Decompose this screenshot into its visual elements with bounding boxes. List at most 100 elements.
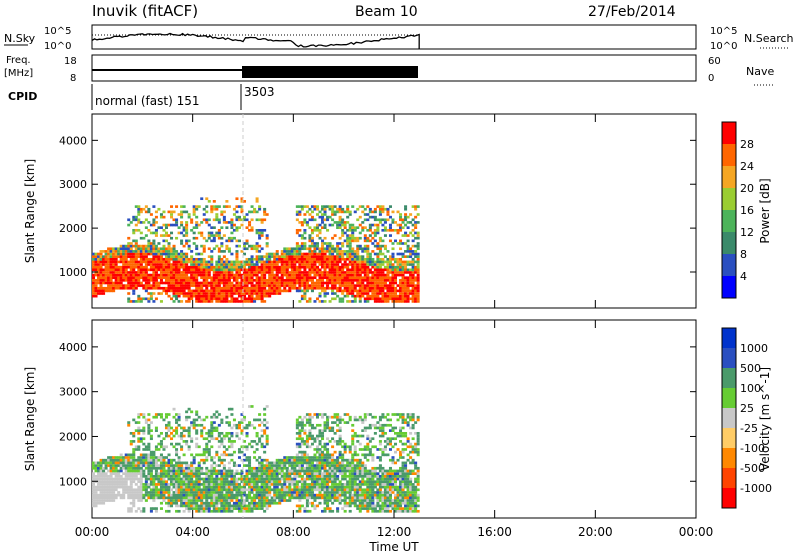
heatmap-cell (147, 442, 151, 446)
heatmap-cell (167, 509, 171, 513)
heatmap-cell (99, 255, 103, 258)
heatmap-cell (132, 292, 136, 295)
heatmap-cell (97, 276, 101, 280)
heatmap-cell (147, 252, 151, 256)
heatmap-cell (177, 509, 181, 513)
heatmap-cell (258, 289, 262, 293)
heatmap-cell (268, 499, 272, 502)
heatmap-cell (144, 499, 148, 502)
heatmap-cell (177, 477, 181, 481)
heatmap-cell (260, 474, 264, 478)
heatmap-cell (190, 461, 194, 465)
heatmap-cell (308, 273, 312, 277)
heatmap-cell (343, 226, 347, 229)
heatmap-cell (396, 231, 400, 235)
heatmap-cell (253, 474, 257, 478)
heatmap-cell (129, 453, 133, 457)
heatmap-cell (205, 289, 209, 293)
heatmap-cell (220, 493, 224, 497)
heatmap-cell (230, 297, 234, 301)
heatmap-cell (245, 263, 249, 266)
heatmap-cell (215, 507, 219, 510)
heatmap-cell (99, 292, 103, 295)
heatmap-cell (406, 268, 410, 272)
heatmap-cell (142, 268, 146, 272)
heatmap-cell (243, 491, 247, 494)
heatmap-cell (142, 509, 146, 513)
heatmap-cell (240, 504, 244, 508)
heatmap-cell (275, 289, 279, 293)
heatmap-cell (92, 268, 96, 272)
heatmap-cell (222, 488, 226, 492)
heatmap-cell (212, 279, 216, 282)
heatmap-cell (283, 466, 287, 470)
heatmap-cell (215, 281, 219, 285)
heatmap-cell (361, 286, 365, 290)
heatmap-cell (268, 483, 272, 486)
heatmap-cell (202, 483, 206, 486)
heatmap-cell (144, 456, 148, 459)
heatmap-cell (351, 226, 355, 229)
heatmap-cell (207, 483, 211, 486)
heatmap-cell (180, 493, 184, 497)
heatmap-cell (225, 491, 229, 494)
heatmap-cell (270, 474, 274, 478)
heatmap-cell (202, 297, 206, 301)
heatmap-cell (230, 218, 234, 222)
heatmap-cell (373, 286, 377, 290)
heatmap-cell (200, 491, 204, 494)
heatmap-cell (371, 279, 375, 282)
heatmap-cell (154, 210, 158, 214)
heatmap-cell (411, 289, 415, 293)
heatmap-cell (182, 273, 186, 277)
heatmap-cell (285, 260, 289, 264)
heatmap-cell (190, 260, 194, 264)
heatmap-cell (333, 273, 337, 277)
heatmap-cell (300, 207, 304, 211)
heatmap-cell (210, 458, 214, 462)
heatmap-cell (300, 276, 304, 280)
heatmap-cell (109, 255, 113, 258)
heatmap-cell (162, 250, 166, 253)
heatmap-cell (197, 504, 201, 508)
heatmap-cell (373, 252, 377, 256)
heatmap-cell (137, 213, 141, 216)
heatmap-cell (280, 263, 284, 266)
heatmap-cell (308, 247, 312, 251)
heatmap-cell (112, 469, 116, 473)
heatmap-cell (363, 247, 367, 251)
heatmap-cell (331, 466, 335, 470)
heatmap-cell (300, 221, 304, 224)
heatmap-cell (205, 493, 209, 497)
heatmap-cell (351, 271, 355, 274)
heatmap-cell (129, 268, 133, 272)
heatmap-cell (293, 456, 297, 459)
heatmap-cell (185, 501, 189, 505)
heatmap-cell (227, 491, 231, 494)
heatmap-cell (122, 491, 126, 494)
heatmap-cell (414, 294, 418, 298)
heatmap-cell (129, 440, 133, 443)
heatmap-cell (127, 466, 131, 470)
heatmap-cell (383, 228, 387, 232)
heatmap-cell (386, 250, 390, 253)
heatmap-cell (273, 276, 277, 280)
heatmap-cell (230, 281, 234, 285)
heatmap-cell (200, 281, 204, 285)
heatmap-cell (356, 252, 360, 256)
heatmap-cell (142, 456, 146, 459)
heatmap-cell (404, 263, 408, 266)
heatmap-cell (152, 231, 156, 235)
heatmap-cell (225, 493, 229, 497)
heatmap-cell (217, 423, 221, 427)
heatmap-cell (172, 255, 176, 258)
heatmap-cell (318, 273, 322, 277)
heatmap-cell (328, 453, 332, 457)
heatmap-cell (331, 415, 335, 419)
heatmap-cell (109, 286, 113, 290)
heatmap-cell (416, 252, 420, 256)
heatmap-cell (200, 418, 204, 422)
heatmap-cell (331, 265, 335, 269)
heatmap-cell (175, 257, 179, 261)
heatmap-cell (388, 281, 392, 285)
